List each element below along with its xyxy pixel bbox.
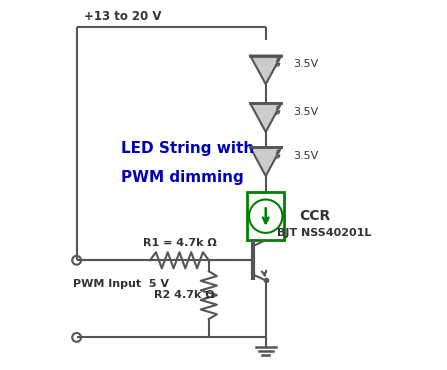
Bar bbox=[247, 192, 284, 240]
Text: PWM dimming: PWM dimming bbox=[121, 170, 244, 185]
Text: +13 to 20 V: +13 to 20 V bbox=[84, 10, 161, 23]
Text: 3.5V: 3.5V bbox=[293, 151, 319, 161]
Text: R2 4.7k Ω: R2 4.7k Ω bbox=[154, 290, 215, 300]
Text: R1 = 4.7k Ω: R1 = 4.7k Ω bbox=[143, 238, 216, 248]
Text: 3.5V: 3.5V bbox=[293, 59, 319, 69]
Text: PWM Input  5 V: PWM Input 5 V bbox=[73, 279, 169, 289]
Polygon shape bbox=[250, 103, 281, 132]
Text: BJT NSS40201L: BJT NSS40201L bbox=[277, 228, 371, 238]
Polygon shape bbox=[250, 147, 281, 176]
Polygon shape bbox=[250, 56, 281, 84]
Circle shape bbox=[249, 199, 283, 233]
Text: CCR: CCR bbox=[299, 209, 330, 223]
Text: LED String with: LED String with bbox=[121, 141, 254, 156]
Text: 3.5V: 3.5V bbox=[293, 107, 319, 117]
